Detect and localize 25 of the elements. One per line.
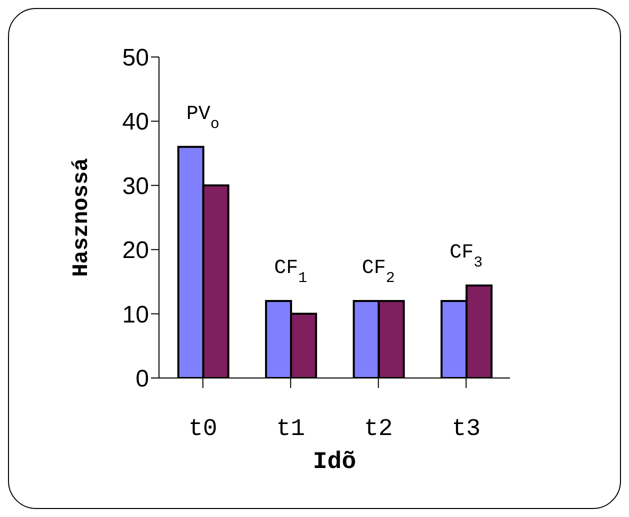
bar [177, 146, 204, 378]
x-axis-title: Idõ [312, 449, 356, 476]
y-tick-label: 10 [122, 301, 149, 328]
y-axis-title: Hasznossá [68, 158, 94, 277]
x-tick-label: t1 [276, 416, 306, 444]
x-tick-label: t3 [452, 416, 481, 444]
bar [466, 284, 493, 378]
y-tick-label: 40 [122, 108, 149, 136]
y-tick-label: 50 [122, 44, 149, 72]
bar [265, 300, 292, 378]
bar [202, 184, 230, 378]
bar [378, 300, 405, 378]
y-tick-label: 30 [122, 172, 149, 200]
annotation: CF$_{3}$ [450, 242, 483, 272]
y-tick-label: 0 [136, 366, 149, 393]
annotation: CF$_{2}$ [362, 256, 395, 286]
bar [440, 300, 468, 378]
annotation: PV$_{o}$ [186, 102, 220, 132]
rounded-frame: PV$_{o}$ CF$_{1}$ CF$_{2}$ CF$_{3}$ t0 t1 t2 t3 Idõ 0 10 20 30 40 50 Hasznossá [8, 8, 621, 509]
bar [352, 300, 380, 378]
x-tick-label: t0 [188, 416, 218, 444]
y-tick-label: 20 [122, 237, 149, 264]
bar [290, 312, 318, 378]
x-tick-label: t2 [364, 416, 393, 444]
annotation: CF$_{1}$ [274, 256, 308, 286]
